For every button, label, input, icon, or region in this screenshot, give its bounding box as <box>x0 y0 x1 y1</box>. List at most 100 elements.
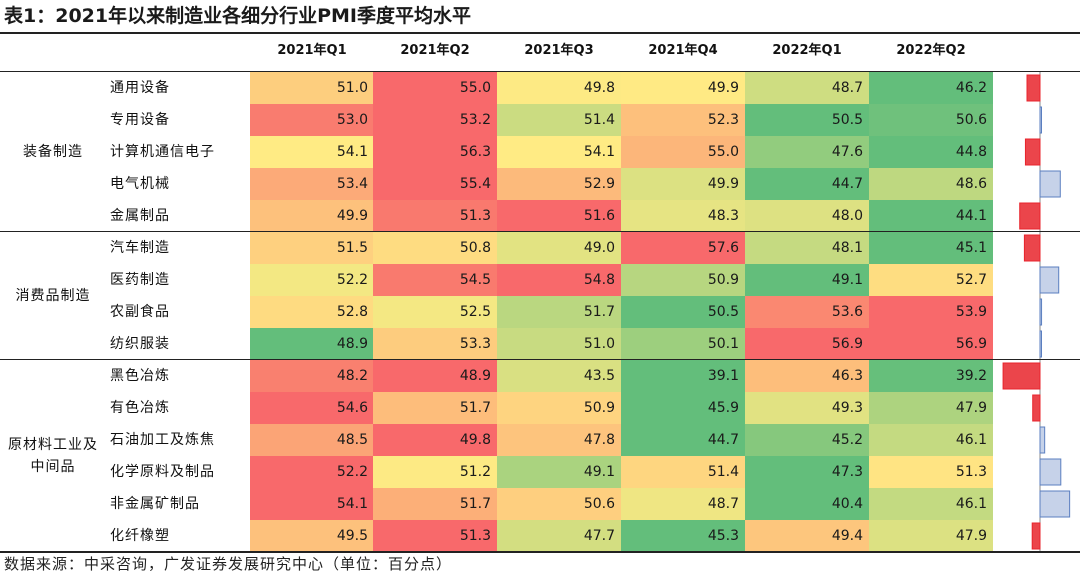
heatmap-cell: 50.6 <box>497 488 621 520</box>
heatmap-cell: 47.9 <box>869 392 993 424</box>
row-label: 非金属矿制品 <box>110 496 200 512</box>
heatmap-cell: 49.0 <box>497 232 621 264</box>
change-bar <box>1039 298 1043 326</box>
heatmap-cell: 53.0 <box>250 104 374 136</box>
heatmap-cell: 51.4 <box>621 456 745 488</box>
column-header: 2022年Q1 <box>772 43 842 58</box>
heatmap-cell: 45.2 <box>745 424 869 456</box>
heatmap-cell: 44.7 <box>621 424 745 456</box>
change-bar <box>1039 458 1062 486</box>
heatmap-cell: 47.6 <box>745 136 869 168</box>
heatmap-cell: 52.2 <box>250 264 374 296</box>
heatmap-cell: 52.7 <box>869 264 993 296</box>
heatmap-cell: 52.3 <box>621 104 745 136</box>
heatmap-cell: 55.0 <box>373 72 497 104</box>
heatmap-cell: 54.6 <box>250 392 374 424</box>
heatmap-cell: 53.4 <box>250 168 374 200</box>
change-bar <box>1039 426 1046 454</box>
top-rule <box>0 32 1080 34</box>
change-bar <box>1032 394 1041 422</box>
heatmap-cell: 51.0 <box>497 328 621 360</box>
heatmap-cell: 44.8 <box>869 136 993 168</box>
heatmap-cell: 46.1 <box>869 488 993 520</box>
heatmap-cell: 50.9 <box>497 392 621 424</box>
heatmap-cell: 47.7 <box>497 520 621 552</box>
row-label: 电气机械 <box>110 176 170 192</box>
row-label: 医药制造 <box>110 272 170 288</box>
heatmap-cell: 51.3 <box>373 520 497 552</box>
heatmap-cell: 50.5 <box>745 104 869 136</box>
heatmap-cell: 48.3 <box>621 200 745 232</box>
group-label: 消费品制造 <box>15 288 91 304</box>
heatmap-cell: 49.9 <box>621 72 745 104</box>
heatmap-cell: 46.3 <box>745 360 869 392</box>
heatmap-cell: 49.4 <box>745 520 869 552</box>
row-label: 通用设备 <box>110 80 170 96</box>
heatmap-cell: 47.3 <box>745 456 869 488</box>
heatmap-cell: 48.0 <box>745 200 869 232</box>
row-label: 纺织服装 <box>110 336 170 352</box>
heatmap-cell: 48.5 <box>250 424 374 456</box>
heatmap-cell: 51.0 <box>250 72 374 104</box>
heatmap-cell: 56.9 <box>745 328 869 360</box>
heatmap-cell: 54.1 <box>497 136 621 168</box>
row-label: 黑色冶炼 <box>110 368 170 384</box>
heatmap-cell: 47.9 <box>869 520 993 552</box>
table-title: 表1：2021年以来制造业各细分行业PMI季度平均水平 <box>4 5 472 27</box>
heatmap-cell: 49.3 <box>745 392 869 424</box>
change-bar <box>1031 522 1041 550</box>
row-label: 计算机通信电子 <box>110 144 215 160</box>
column-header: 2021年Q3 <box>524 43 594 58</box>
change-bar <box>1039 106 1042 134</box>
change-bar <box>1002 362 1041 390</box>
change-bar <box>1024 138 1041 166</box>
heatmap-cell: 48.9 <box>250 328 374 360</box>
column-header: 2021年Q2 <box>400 43 470 58</box>
bottom-rule <box>0 551 1080 553</box>
change-bar <box>1019 202 1041 230</box>
heatmap-cell: 56.3 <box>373 136 497 168</box>
change-bar <box>1039 330 1042 358</box>
heatmap-cell: 39.2 <box>869 360 993 392</box>
heatmap-cell: 55.0 <box>621 136 745 168</box>
heatmap-cell: 48.2 <box>250 360 374 392</box>
heatmap-cell: 50.5 <box>621 296 745 328</box>
heatmap-cell: 54.8 <box>497 264 621 296</box>
row-label: 汽车制造 <box>110 240 170 256</box>
heatmap-cell: 51.7 <box>373 488 497 520</box>
group-separator <box>0 359 1080 360</box>
heatmap-cell: 39.1 <box>621 360 745 392</box>
heatmap-cell: 49.1 <box>497 456 621 488</box>
heatmap-cell: 51.4 <box>497 104 621 136</box>
heatmap-cell: 49.5 <box>250 520 374 552</box>
heatmap-cell: 50.9 <box>621 264 745 296</box>
heatmap-cell: 52.9 <box>497 168 621 200</box>
heatmap-cell: 52.8 <box>250 296 374 328</box>
heatmap-cell: 49.9 <box>621 168 745 200</box>
heatmap-cell: 55.4 <box>373 168 497 200</box>
heatmap-cell: 51.5 <box>250 232 374 264</box>
heatmap-cell: 50.8 <box>373 232 497 264</box>
heatmap-cell: 48.9 <box>373 360 497 392</box>
change-bar <box>1039 490 1071 518</box>
source-note: 数据来源：中采咨询，广发证券发展研究中心（单位：百分点） <box>4 555 453 573</box>
header-rule <box>0 71 1080 72</box>
row-label: 农副食品 <box>110 304 170 320</box>
heatmap-cell: 50.1 <box>621 328 745 360</box>
group-label: 装备制造 <box>23 144 83 160</box>
heatmap-cell: 51.3 <box>869 456 993 488</box>
heatmap-cell: 54.1 <box>250 488 374 520</box>
heatmap-cell: 54.5 <box>373 264 497 296</box>
heatmap-cell: 49.8 <box>497 72 621 104</box>
heatmap-cell: 51.3 <box>373 200 497 232</box>
row-label: 金属制品 <box>110 208 170 224</box>
heatmap-cell: 53.9 <box>869 296 993 328</box>
change-bar <box>1039 266 1060 294</box>
heatmap-cell: 48.7 <box>621 488 745 520</box>
heatmap-cell: 49.1 <box>745 264 869 296</box>
heatmap-cell: 53.3 <box>373 328 497 360</box>
change-bar-chart <box>1002 72 1071 552</box>
heatmap-cell: 45.1 <box>869 232 993 264</box>
row-label: 石油加工及炼焦 <box>110 432 215 448</box>
heatmap-cell: 49.8 <box>373 424 497 456</box>
